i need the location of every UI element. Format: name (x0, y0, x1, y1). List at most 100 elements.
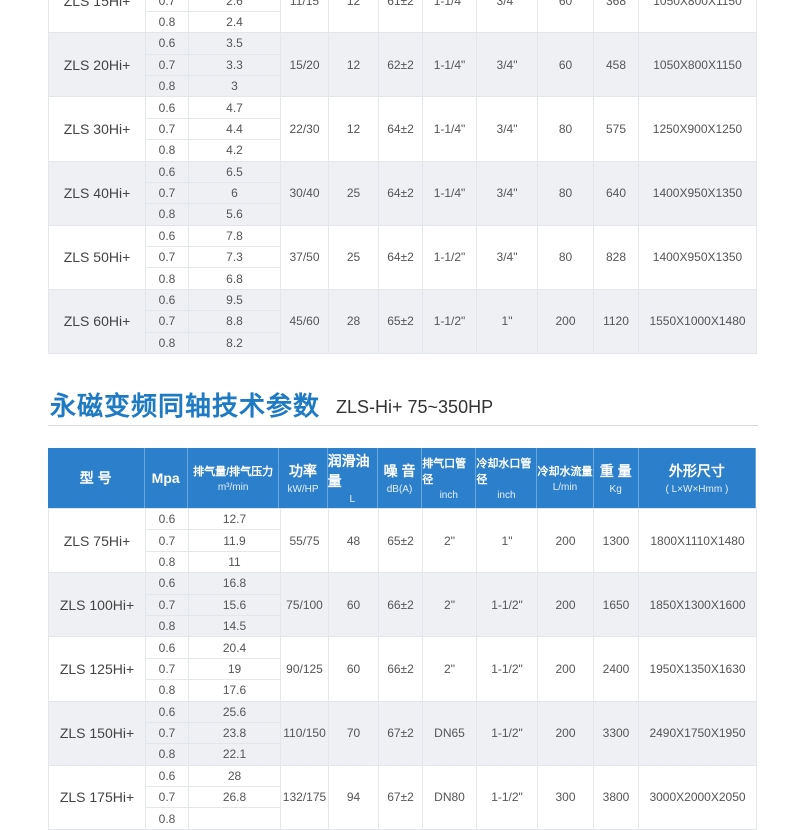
table-row: 0.8 17.6 (49, 679, 757, 702)
table-row: 0.8 2.4 (49, 10, 757, 34)
dims: 2490X1750X1950 (638, 700, 757, 766)
oil: 12 (328, 96, 379, 162)
water_flow: 80 (537, 224, 594, 290)
water_flow: 200 (537, 572, 594, 638)
outlet: 1-1/2" (422, 288, 477, 355)
weight: 2400 (593, 636, 639, 702)
oil: 60 (328, 636, 379, 702)
model: ZLS 50Hi+ (48, 224, 146, 290)
header-cell: 功率 kW/HP (279, 448, 328, 508)
mpa: 0.8 (145, 139, 189, 162)
flow: 8.8 (188, 310, 281, 333)
oil: 70 (328, 700, 379, 766)
model: ZLS 100Hi+ (48, 572, 146, 638)
flow: 5.6 (188, 203, 281, 226)
flow: 28 (188, 764, 281, 788)
model: ZLS 20Hi+ (48, 32, 146, 98)
power: 37/50 (280, 224, 329, 290)
outlet: DN80 (422, 764, 477, 830)
power: 132/175 (280, 764, 329, 830)
water_inlet: 1-1/2" (476, 764, 538, 830)
flow: 7.3 (188, 246, 281, 269)
mpa: 0.7 (145, 246, 189, 269)
noise: 64±2 (378, 96, 423, 162)
flow: 3 (188, 74, 281, 98)
noise: 64±2 (378, 224, 423, 290)
table-row: ZLS 40Hi+ 0.6 6.5 30/40 25 64±2 1-1/4" 3/4" 80 64… (48, 160, 757, 226)
flow (188, 807, 281, 830)
mpa: 0.7 (145, 310, 189, 333)
dims: 1050X800X1150 (638, 0, 757, 34)
flow: 7.8 (188, 224, 281, 248)
outlet: DN65 (422, 700, 477, 766)
header-unit: L (349, 494, 356, 505)
table-row: 0.8 5.6 (49, 203, 757, 226)
table-row: ZLS 20Hi+ 0.6 3.5 15/20 12 62±2 1-1/4" 3/4" 60 45… (48, 32, 757, 98)
flow: 23.8 (188, 721, 281, 745)
power: 110/150 (280, 700, 329, 766)
water_flow: 80 (537, 96, 594, 162)
mpa: 0.8 (145, 743, 189, 766)
table-row: ZLS 75Hi+ 0.6 12.7 55/75 48 65±2 2" 1" 200 1300 18… (48, 507, 757, 574)
oil: 60 (328, 572, 379, 638)
dims: 1850X1300X1600 (638, 572, 757, 638)
flow: 3.3 (188, 53, 281, 76)
header-cell: 冷却水流量 L/min (537, 448, 594, 508)
weight: 458 (593, 32, 639, 98)
mpa: 0.8 (145, 331, 189, 355)
header-label: 重 量 (599, 463, 632, 479)
flow: 3.5 (188, 32, 281, 55)
flow: 19 (188, 657, 281, 681)
power: 75/100 (280, 572, 329, 638)
mpa: 0.8 (145, 267, 189, 290)
spec-table-1: ZLS 15Hi+0.611/151261±21-1/4"3/4"6036810… (48, 0, 757, 355)
weight: 1300 (593, 507, 639, 574)
flow: 6.8 (188, 267, 281, 290)
flow: 6 (188, 181, 281, 205)
water_inlet: 1" (476, 288, 538, 355)
flow: 26.8 (188, 786, 281, 809)
model: ZLS 15Hi+ (48, 0, 146, 34)
flow: 20.4 (188, 636, 281, 659)
flow: 11.9 (188, 529, 281, 552)
outlet: 1-1/4" (422, 32, 477, 98)
water_inlet: 3/4" (476, 96, 538, 162)
mpa: 0.6 (145, 96, 189, 119)
table-row: 0.8 14.5 (49, 614, 757, 638)
weight: 3800 (593, 764, 639, 830)
table-row: ZLS 30Hi+ 0.6 4.7 22/30 12 64±2 1-1/4" 3/4" 80 57… (48, 96, 757, 162)
header-cell: 型 号 (48, 448, 145, 508)
outlet: 1-1/2" (422, 224, 477, 290)
header-unit: inch (497, 490, 516, 501)
flow: 15.6 (188, 593, 281, 616)
flow: 11 (188, 550, 281, 574)
noise: 65±2 (378, 288, 423, 355)
table-row: ZLS 100Hi+ 0.6 16.8 75/100 60 66±2 2" 1-1/2" 200… (48, 572, 757, 638)
table-row: 0.7 23.8 (49, 721, 757, 745)
flow: 2.4 (188, 10, 281, 34)
noise: 66±2 (378, 572, 423, 638)
water_flow: 60 (537, 0, 594, 34)
outlet: 2" (422, 507, 477, 574)
mpa: 0.6 (145, 700, 189, 723)
table-row: 0.7 8.8 (49, 310, 757, 333)
water_flow: 300 (537, 764, 594, 830)
table-row: 0.7 3.3 (49, 53, 757, 76)
flow: 4.4 (188, 117, 281, 141)
mpa: 0.6 (145, 224, 189, 248)
mpa: 0.7 (145, 117, 189, 141)
water_flow: 200 (537, 288, 594, 355)
weight: 828 (593, 224, 639, 290)
water_inlet: 1-1/2" (476, 572, 538, 638)
dims: 1050X800X1150 (638, 32, 757, 98)
flow: 9.5 (188, 288, 281, 312)
table-row: ZLS 150Hi+ 0.6 25.6 110/150 70 67±2 DN65 1-1/2"… (48, 700, 757, 766)
dims: 1550X1000X1480 (638, 288, 757, 355)
table-row: 0.8 22.1 (49, 743, 757, 766)
water_inlet: 1-1/2" (476, 700, 538, 766)
header-cell: Mpa (145, 448, 188, 508)
header-label: 排气量/排气压力 (193, 466, 274, 478)
table-row: 0.7 19 (49, 657, 757, 681)
header-unit: kW/HP (287, 484, 319, 495)
mpa: 0.8 (145, 203, 189, 226)
